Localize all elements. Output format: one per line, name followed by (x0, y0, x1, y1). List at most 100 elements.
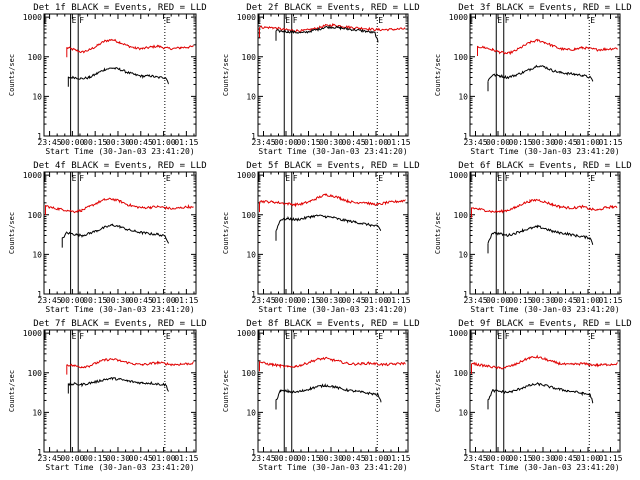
plot-frame (43, 329, 197, 453)
x-tick-label: 00:15 (296, 138, 320, 147)
marker-label: E (72, 174, 77, 183)
y-tick-label: 100 (454, 211, 469, 220)
x-tick-label: 23:45 (463, 296, 487, 305)
panel-title: Det 4f BLACK = Events, RED = LLD (33, 161, 206, 171)
y-axis-label: Counts/sec (222, 212, 230, 254)
marker-label: F (505, 16, 510, 25)
y-tick-label: 100 (242, 211, 257, 220)
x-tick-label: 00:15 (508, 454, 532, 463)
x-tick-label: 00:15 (83, 138, 107, 147)
x-tick-label: 00:15 (83, 296, 107, 305)
events-series (275, 214, 382, 231)
panel-title: Det 2f BLACK = Events, RED = LLD (246, 3, 419, 13)
marker-label: E (590, 16, 595, 25)
y-axis-label: Counts/sec (222, 370, 230, 412)
x-tick-label: 00:30 (531, 138, 555, 147)
marker-label: E (378, 16, 383, 25)
y-axis-label: Counts/sec (8, 212, 16, 254)
plot-frame (469, 329, 621, 453)
y-tick-label: 1000 (23, 13, 42, 22)
x-tick-label: 01:00 (576, 296, 600, 305)
x-tick-label: 00:30 (319, 296, 343, 305)
lld-series (259, 193, 406, 208)
x-tick-label: 00:15 (83, 454, 107, 463)
lld-series (259, 356, 406, 369)
events-series (275, 25, 379, 43)
plot-frame (469, 13, 621, 137)
y-tick-label: 100 (242, 53, 257, 62)
y-tick-label: 10 (32, 250, 42, 259)
marker-label: F (505, 174, 510, 183)
marker-label: E (497, 174, 502, 183)
marker-label: F (79, 16, 84, 25)
y-tick-label: 10 (32, 92, 42, 101)
lld-series (259, 22, 406, 33)
panel-det-4: Det 4f BLACK = Events, RED = LLD 1 10 100 10… (8, 161, 207, 314)
x-axis-label: Start Time (30-Jan-03 23:41:20) (45, 463, 194, 472)
lld-series (45, 197, 194, 214)
x-tick-label: 00:45 (129, 296, 153, 305)
plot-frame (43, 171, 197, 295)
marker-label: E (72, 16, 77, 25)
lld-series (471, 198, 618, 214)
x-tick-label: 00:15 (508, 138, 532, 147)
marker-label: F (293, 332, 298, 341)
marker-label: F (293, 16, 298, 25)
panel-det-3: Det 3f BLACK = Events, RED = LLD 1 10 100 10… (434, 3, 632, 156)
marker-label: E (166, 16, 171, 25)
x-tick-label: 23:45 (251, 138, 275, 147)
panel-title: Det 9f BLACK = Events, RED = LLD (458, 319, 631, 329)
x-tick-label: 01:15 (386, 138, 410, 147)
y-tick-label: 10 (246, 408, 256, 417)
lld-series (66, 357, 194, 369)
panel-det-8: Det 8f BLACK = Events, RED = LLD 1 10 100 10… (222, 319, 420, 472)
panel-title: Det 5f BLACK = Events, RED = LLD (246, 161, 419, 171)
events-series (67, 67, 170, 85)
panel-det-9: Det 9f BLACK = Events, RED = LLD 1 10 100 10… (434, 319, 632, 472)
lld-series (477, 38, 618, 56)
lld-series (66, 38, 194, 54)
marker-label: F (293, 174, 298, 183)
events-series (275, 383, 382, 403)
events-series (487, 64, 594, 82)
x-tick-label: 00:45 (553, 296, 577, 305)
x-tick-label: 00:00 (486, 454, 510, 463)
x-tick-label: 01:15 (386, 454, 410, 463)
x-tick-label: 00:30 (106, 138, 130, 147)
y-tick-label: 10 (458, 92, 468, 101)
x-tick-label: 00:45 (129, 454, 153, 463)
y-tick-label: 100 (454, 53, 469, 62)
x-tick-label: 00:00 (60, 138, 84, 147)
marker-label: F (505, 332, 510, 341)
x-axis-label: Start Time (30-Jan-03 23:41:20) (470, 463, 619, 472)
x-tick-label: 01:00 (576, 454, 600, 463)
x-tick-label: 01:15 (174, 138, 198, 147)
marker-label: E (285, 174, 290, 183)
x-tick-label: 00:45 (341, 138, 365, 147)
x-axis-label: Start Time (30-Jan-03 23:41:20) (470, 305, 619, 314)
y-tick-label: 1000 (237, 13, 256, 22)
x-tick-label: 00:00 (274, 296, 298, 305)
events-series (487, 224, 594, 246)
panel-title: Det 6f BLACK = Events, RED = LLD (458, 161, 631, 171)
x-tick-label: 23:45 (251, 296, 275, 305)
x-tick-label: 00:30 (106, 296, 130, 305)
y-axis-label: Counts/sec (8, 54, 16, 96)
x-axis-label: Start Time (30-Jan-03 23:41:20) (45, 147, 194, 156)
y-tick-label: 1000 (449, 13, 468, 22)
y-tick-label: 1 (37, 132, 42, 141)
x-tick-label: 01:00 (576, 138, 600, 147)
x-tick-label: 01:00 (152, 454, 176, 463)
x-tick-label: 00:00 (486, 138, 510, 147)
panel-det-2: Det 2f BLACK = Events, RED = LLD 1 10 100 10… (222, 3, 420, 156)
marker-label: E (72, 332, 77, 341)
marker-label: E (285, 16, 290, 25)
y-tick-label: 1 (37, 448, 42, 457)
plot-frame (469, 171, 621, 295)
x-tick-label: 00:45 (553, 138, 577, 147)
panel-det-1: Det 1f BLACK = Events, RED = LLD 1 10 100 10… (8, 3, 207, 156)
x-tick-label: 00:30 (106, 454, 130, 463)
x-tick-label: 00:30 (319, 454, 343, 463)
x-tick-label: 23:45 (251, 454, 275, 463)
y-tick-label: 1 (251, 290, 256, 299)
